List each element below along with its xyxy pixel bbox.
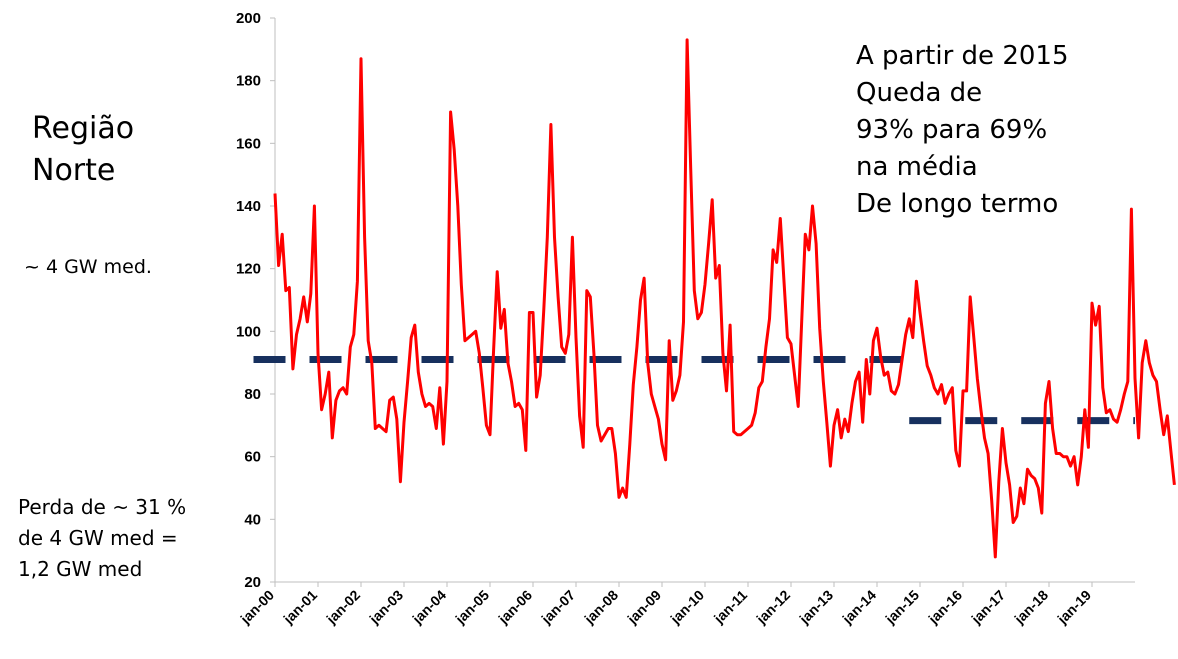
- y-tick-label: 20: [244, 574, 261, 591]
- x-tick-label: jan-19: [1053, 587, 1094, 628]
- x-tick-label: jan-13: [795, 587, 836, 628]
- x-tick-label: jan-12: [752, 587, 793, 628]
- y-tick-label: 140: [236, 198, 261, 215]
- x-tick-label: jan-06: [494, 587, 535, 628]
- x-tick-label: jan-07: [537, 587, 578, 628]
- x-tick-label: jan-15: [881, 587, 922, 628]
- x-tick-label: jan-16: [924, 587, 965, 628]
- x-tick-label: jan-18: [1010, 587, 1051, 628]
- x-tick-label: jan-08: [580, 587, 621, 628]
- x-tick-label: jan-01: [279, 587, 320, 628]
- x-tick-label: jan-03: [365, 587, 406, 628]
- x-tick-label: jan-17: [967, 587, 1008, 628]
- annotation-line5: De longo termo: [856, 189, 1059, 219]
- x-tick-label: jan-00: [236, 587, 277, 628]
- annotation-line1: A partir de 2015: [856, 41, 1069, 71]
- x-tick-label: jan-10: [666, 587, 707, 628]
- annotation-line4: na média: [856, 152, 978, 182]
- x-tick-label: jan-11: [710, 587, 750, 627]
- loss-note-line1: Perda de ~ 31 %: [18, 495, 187, 519]
- region-title-line1: Região: [32, 111, 135, 146]
- loss-note-line3: 1,2 GW med: [18, 557, 143, 581]
- x-tick-label: jan-05: [451, 587, 492, 628]
- region-title-line2: Norte: [32, 153, 116, 188]
- annotation-line3: 93% para 69%: [856, 115, 1048, 145]
- x-tick-label: jan-04: [408, 587, 449, 628]
- y-tick-label: 40: [244, 511, 261, 528]
- average-label: ~ 4 GW med.: [24, 256, 152, 278]
- chart-annotation: A partir de 2015 Queda de 93% para 69% n…: [856, 38, 1068, 223]
- y-tick-label: 120: [236, 261, 261, 278]
- annotation-line2: Queda de: [856, 78, 983, 108]
- y-tick-label: 180: [236, 73, 261, 90]
- loss-note-line2: de 4 GW med =: [18, 526, 178, 550]
- x-tick-label: jan-02: [322, 587, 363, 628]
- y-tick-label: 200: [236, 10, 261, 27]
- loss-note: Perda de ~ 31 % de 4 GW med = 1,2 GW med: [18, 492, 186, 585]
- data-line: [273, 38, 1176, 559]
- region-title: Região Norte: [32, 108, 134, 192]
- y-tick-label: 100: [236, 323, 261, 340]
- chart-container: 20 40 60 80 100 120 140 160 180 200 jan-00 jan-01 ja…: [220, 0, 1178, 654]
- x-tick-label: jan-09: [623, 587, 664, 628]
- y-tick-label: 80: [244, 386, 261, 403]
- y-tick-label: 160: [236, 135, 261, 152]
- x-tick-label: jan-14: [838, 587, 879, 628]
- y-tick-label: 60: [244, 449, 261, 466]
